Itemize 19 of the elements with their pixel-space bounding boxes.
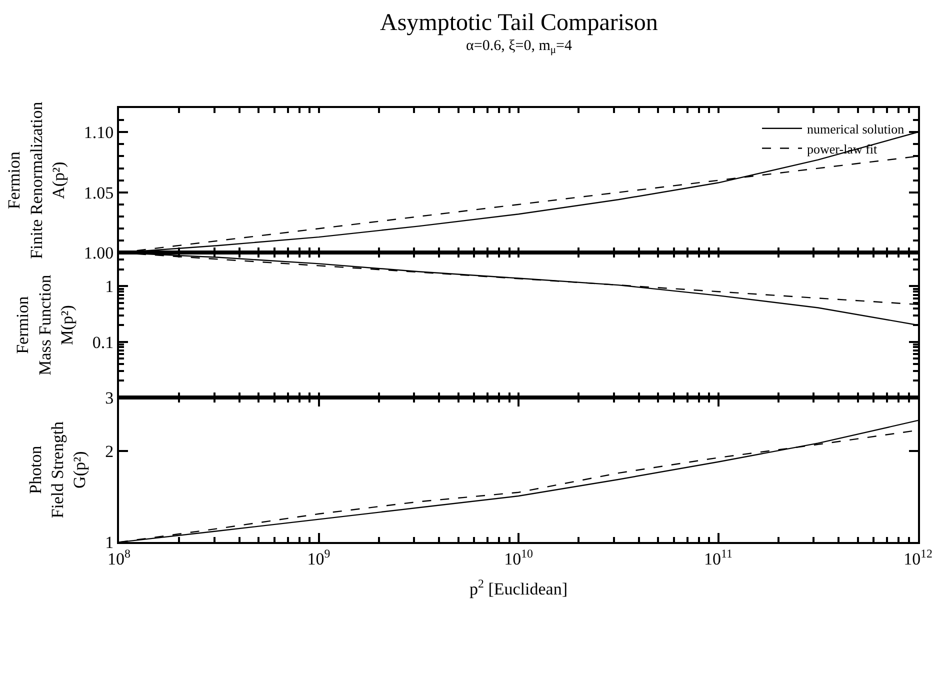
x-tick-label: 10$^{9}$ [307, 546, 330, 569]
x-tick-label: 10$^{11}$ [704, 546, 733, 569]
y-tick-label: 2 [105, 442, 114, 461]
y-tick-label: 1 [105, 277, 114, 296]
y-tick-label: 1.00 [84, 244, 114, 263]
x-tick-label: 10$^{12}$ [904, 546, 932, 569]
y-axis-title: Fermion Mass Function M(p²) [13, 274, 76, 376]
y-tick-label: 3 [105, 388, 114, 408]
y-axis-title: Photon Field Strength G(p²) [26, 420, 90, 518]
x-axis-title: p$^{2}$ [Euclidean] [470, 576, 568, 599]
y-tick-label: 1.05 [84, 183, 114, 202]
y-tick-label: 1.10 [84, 123, 114, 142]
chart-title: Asymptotic Tail Comparison [380, 10, 658, 36]
legend-label: numerical solution [807, 121, 905, 136]
y-axis-title: Fermion Finite Renormalization A(p²) [4, 101, 68, 259]
y-tick-label: 1 [105, 533, 114, 552]
x-tick-label: 10$^{10}$ [504, 546, 533, 569]
chart-subtitle: α=0.6, ξ=0, m$_{μ}$=4 [466, 38, 572, 56]
y-tick-label: 0.1 [92, 332, 114, 352]
